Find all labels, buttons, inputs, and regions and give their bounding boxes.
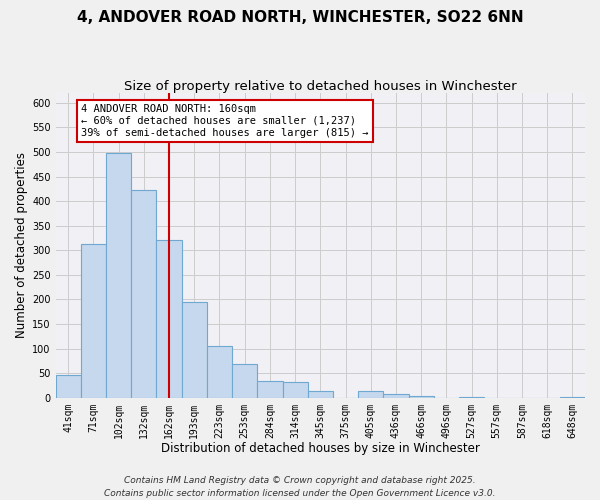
- Bar: [383, 394, 409, 398]
- Text: 4, ANDOVER ROAD NORTH, WINCHESTER, SO22 6NN: 4, ANDOVER ROAD NORTH, WINCHESTER, SO22 …: [77, 10, 523, 25]
- Y-axis label: Number of detached properties: Number of detached properties: [15, 152, 28, 338]
- Text: Contains HM Land Registry data © Crown copyright and database right 2025.
Contai: Contains HM Land Registry data © Crown c…: [104, 476, 496, 498]
- X-axis label: Distribution of detached houses by size in Winchester: Distribution of detached houses by size …: [161, 442, 480, 455]
- Bar: [182, 302, 207, 398]
- Bar: [459, 396, 484, 398]
- Bar: [232, 364, 257, 398]
- Bar: [257, 380, 283, 398]
- Bar: [157, 240, 182, 398]
- Bar: [283, 382, 308, 398]
- Bar: [207, 346, 232, 398]
- Title: Size of property relative to detached houses in Winchester: Size of property relative to detached ho…: [124, 80, 517, 93]
- Bar: [131, 190, 157, 398]
- Text: 4 ANDOVER ROAD NORTH: 160sqm
← 60% of detached houses are smaller (1,237)
39% of: 4 ANDOVER ROAD NORTH: 160sqm ← 60% of de…: [81, 104, 368, 138]
- Bar: [106, 154, 131, 398]
- Bar: [308, 392, 333, 398]
- Bar: [56, 375, 81, 398]
- Bar: [81, 244, 106, 398]
- Bar: [358, 391, 383, 398]
- Bar: [409, 396, 434, 398]
